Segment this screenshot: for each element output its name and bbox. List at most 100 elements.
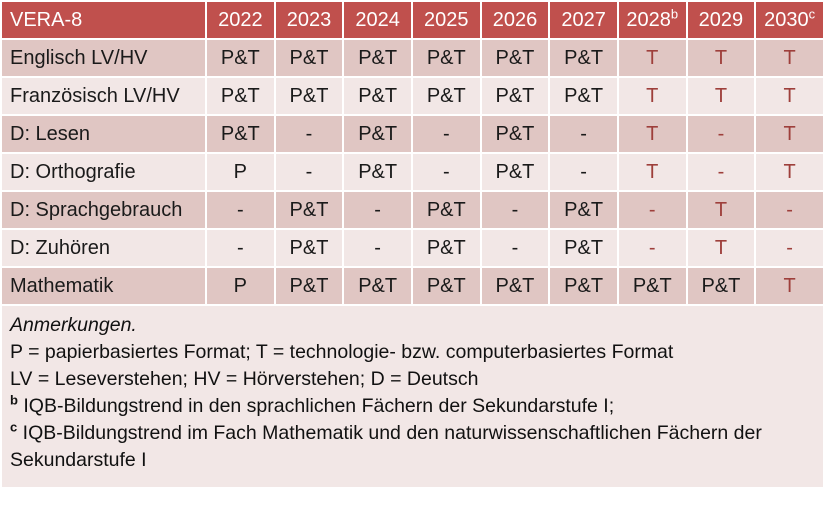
cell-d-zuh-ren-2024: - — [344, 230, 411, 266]
cell-d-zuh-ren-2026: - — [481, 230, 549, 266]
table-row: Mathematik P P&T P&T P&T P&T P&T P&T P&T T — [2, 268, 823, 304]
row-label: D: Sprachgebrauch — [2, 192, 205, 228]
cell-englisch-lv-hv-2023: P&T — [275, 40, 343, 76]
cell-mathematik-2027: P&T — [550, 268, 617, 304]
cell-englisch-lv-hv-2024: P&T — [344, 40, 411, 76]
column-header-2025: 2025 — [412, 2, 480, 38]
cell-d-zuh-ren-2022: - — [207, 230, 274, 266]
cell-englisch-lv-hv-2030: T — [756, 40, 823, 76]
cell-d-zuh-ren-2027: P&T — [550, 230, 617, 266]
cell-franz-sisch-lv-hv-2028: T — [618, 78, 686, 114]
row-label: D: Lesen — [2, 116, 205, 152]
cell-d-zuh-ren-2028: - — [618, 230, 686, 266]
header-row: VERA-8 2022 2023 2024 2025 2026 2027 2028b 2029… — [2, 2, 823, 38]
footnote-b-marker: b — [10, 392, 18, 408]
cell-d-sprachgebrauch-2024: - — [344, 192, 411, 228]
table-row: Englisch LV/HV P&T P&T P&T P&T P&T P&T T T T — [2, 40, 823, 76]
column-footnote-marker-c: c — [808, 5, 816, 21]
row-label: D: Orthografie — [2, 154, 205, 190]
cell-franz-sisch-lv-hv-2027: P&T — [550, 78, 617, 114]
table-row: Französisch LV/HV P&T P&T P&T P&T P&T P&T T T T — [2, 78, 823, 114]
cell-d-zuh-ren-2030: - — [756, 230, 823, 266]
notes-section: Anmerkungen. P = papierbasiertes Format;… — [2, 306, 823, 487]
column-header-2030: 2030c — [756, 2, 823, 38]
cell-d-sprachgebrauch-2030: - — [756, 192, 823, 228]
footnote-b-text: IQB-Bildungstrend in den sprachlichen Fä… — [23, 395, 615, 417]
footnote-c-text: IQB-Bildungstrend im Fach Mathematik und… — [10, 422, 762, 471]
cell-englisch-lv-hv-2022: P&T — [207, 40, 274, 76]
cell-mathematik-2025: P&T — [412, 268, 480, 304]
cell-d-sprachgebrauch-2025: P&T — [412, 192, 480, 228]
cell-franz-sisch-lv-hv-2022: P&T — [207, 78, 274, 114]
column-header-2027: 2027 — [550, 2, 617, 38]
cell-mathematik-2030: T — [756, 268, 823, 304]
table-row: D: Orthografie P - P&T - P&T - T - T — [2, 154, 823, 190]
row-label: D: Zuhören — [2, 230, 205, 266]
cell-d-orthografie-2022: P — [207, 154, 274, 190]
cell-d-orthografie-2025: - — [412, 154, 480, 190]
cell-d-orthografie-2030: T — [756, 154, 823, 190]
cell-d-zuh-ren-2023: P&T — [275, 230, 343, 266]
column-header-2024: 2024 — [344, 2, 411, 38]
cell-englisch-lv-hv-2028: T — [618, 40, 686, 76]
table-row: D: Lesen P&T - P&T - P&T - T - T — [2, 116, 823, 152]
column-header-2023: 2023 — [275, 2, 343, 38]
cell-franz-sisch-lv-hv-2029: T — [687, 78, 755, 114]
cell-d-orthografie-2029: - — [687, 154, 755, 190]
footnote-c-marker: c — [10, 419, 18, 435]
table-row: D: Sprachgebrauch - P&T - P&T - P&T - T - — [2, 192, 823, 228]
cell-d-orthografie-2023: - — [275, 154, 343, 190]
row-label: Mathematik — [2, 268, 205, 304]
cell-d-lesen-2026: P&T — [481, 116, 549, 152]
column-header-2022: 2022 — [207, 2, 274, 38]
footnote-c: c IQB-Bildungstrend im Fach Mathematik u… — [10, 420, 813, 474]
vera8-schedule-table: VERA-8 2022 2023 2024 2025 2026 2027 2028b 2029… — [2, 2, 823, 304]
column-header-2026: 2026 — [481, 2, 549, 38]
cell-d-lesen-2024: P&T — [344, 116, 411, 152]
cell-d-orthografie-2027: - — [550, 154, 617, 190]
cell-d-sprachgebrauch-2022: - — [207, 192, 274, 228]
cell-franz-sisch-lv-hv-2025: P&T — [412, 78, 480, 114]
cell-franz-sisch-lv-hv-2024: P&T — [344, 78, 411, 114]
column-footnote-marker-b: b — [670, 5, 679, 21]
column-header-2029: 2029 — [687, 2, 755, 38]
row-label: Englisch LV/HV — [2, 40, 205, 76]
footnote-b: b IQB-Bildungstrend in den sprachlichen … — [10, 393, 813, 420]
row-label: Französisch LV/HV — [2, 78, 205, 114]
cell-d-sprachgebrauch-2023: P&T — [275, 192, 343, 228]
cell-mathematik-2023: P&T — [275, 268, 343, 304]
cell-d-sprachgebrauch-2027: P&T — [550, 192, 617, 228]
cell-d-lesen-2022: P&T — [207, 116, 274, 152]
cell-englisch-lv-hv-2027: P&T — [550, 40, 617, 76]
cell-mathematik-2029: P&T — [687, 268, 755, 304]
cell-franz-sisch-lv-hv-2023: P&T — [275, 78, 343, 114]
cell-d-lesen-2028: T — [618, 116, 686, 152]
cell-mathematik-2022: P — [207, 268, 274, 304]
cell-englisch-lv-hv-2026: P&T — [481, 40, 549, 76]
cell-d-lesen-2023: - — [275, 116, 343, 152]
cell-d-lesen-2025: - — [412, 116, 480, 152]
cell-d-zuh-ren-2025: P&T — [412, 230, 480, 266]
cell-d-orthografie-2024: P&T — [344, 154, 411, 190]
cell-d-sprachgebrauch-2029: T — [687, 192, 755, 228]
cell-d-lesen-2027: - — [550, 116, 617, 152]
cell-franz-sisch-lv-hv-2030: T — [756, 78, 823, 114]
table-row: D: Zuhören - P&T - P&T - P&T - T - — [2, 230, 823, 266]
cell-d-lesen-2030: T — [756, 116, 823, 152]
cell-d-orthografie-2026: P&T — [481, 154, 549, 190]
cell-d-lesen-2029: - — [687, 116, 755, 152]
cell-englisch-lv-hv-2025: P&T — [412, 40, 480, 76]
cell-d-orthografie-2028: T — [618, 154, 686, 190]
cell-mathematik-2024: P&T — [344, 268, 411, 304]
cell-franz-sisch-lv-hv-2026: P&T — [481, 78, 549, 114]
cell-d-sprachgebrauch-2026: - — [481, 192, 549, 228]
column-header-2028: 2028b — [618, 2, 686, 38]
cell-d-zuh-ren-2029: T — [687, 230, 755, 266]
notes-line-abbreviations: LV = Leseverstehen; HV = Hörverstehen; D… — [10, 368, 479, 390]
notes-line-formats: P = papierbasiertes Format; T = technolo… — [10, 341, 674, 363]
cell-mathematik-2026: P&T — [481, 268, 549, 304]
table-title: VERA-8 — [2, 2, 205, 38]
cell-englisch-lv-hv-2029: T — [687, 40, 755, 76]
notes-heading: Anmerkungen. — [10, 314, 137, 336]
